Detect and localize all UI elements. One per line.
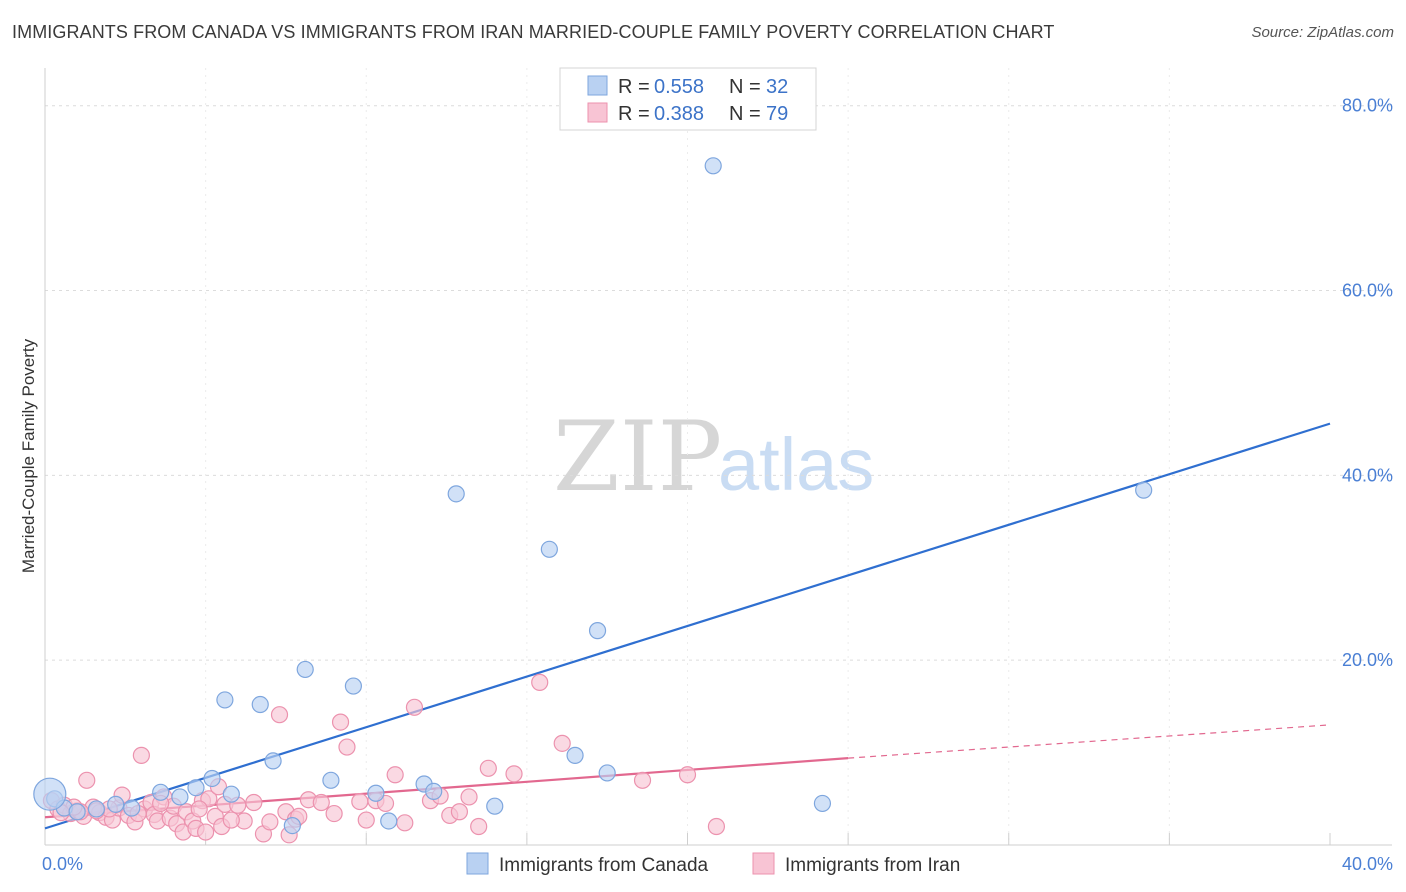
iran-point	[270, 706, 289, 724]
bottom-legend: Immigrants from Canada Immigrants from I…	[466, 852, 960, 876]
canada-point	[264, 752, 282, 770]
legend-iran-r-value: 0.388	[654, 103, 704, 125]
data-points	[33, 157, 1153, 844]
legend-iran-n-label: N =	[729, 103, 761, 125]
iran-point	[190, 800, 208, 818]
iran-point	[357, 811, 375, 829]
y-tick-label: 60.0%	[1342, 281, 1393, 301]
canada-point	[588, 622, 607, 640]
iran-point	[505, 765, 523, 783]
y-tick-label: 40.0%	[1342, 465, 1393, 485]
canada-point	[171, 788, 189, 806]
canada-point	[344, 677, 362, 695]
iran-point	[331, 713, 350, 731]
iran-point	[261, 813, 279, 831]
canada-point	[566, 746, 584, 764]
canada-point	[87, 800, 106, 818]
canada-point	[447, 485, 465, 503]
legend-iran-n-value: 79	[766, 103, 788, 125]
canada-point	[367, 784, 385, 802]
iran-point	[386, 766, 404, 784]
canada-point	[598, 764, 616, 782]
source-credit: Source: ZipAtlas.com	[1251, 24, 1394, 41]
iran-point	[633, 771, 652, 789]
iran-point	[312, 793, 330, 812]
canada-point	[251, 695, 269, 714]
iran-point	[553, 734, 571, 752]
iran-point	[531, 673, 549, 691]
x-tick-label-max: 40.0%	[1342, 854, 1393, 874]
legend-canada-swatch	[587, 75, 608, 96]
canada-point	[1135, 481, 1153, 499]
canada-point	[813, 794, 832, 813]
legend-canada-n-label: N =	[729, 76, 761, 98]
y-tick-label: 80.0%	[1342, 96, 1393, 116]
iran-point	[245, 793, 263, 812]
watermark-zip: ZIP	[553, 401, 722, 513]
canada-point	[486, 797, 504, 815]
iran-point	[707, 817, 726, 836]
legend-box: R = 0.558 N = 32 R = 0.388 N = 79	[559, 67, 817, 131]
iran-point	[460, 788, 478, 806]
canada-point	[203, 769, 221, 788]
x-tick-label-min: 0.0%	[42, 854, 83, 874]
iran-point	[678, 766, 697, 784]
iran-point	[325, 804, 343, 823]
y-axis-label: Married-Couple Family Poverty	[19, 338, 38, 573]
iran-point	[405, 698, 424, 716]
axes: 20.0% 40.0% 60.0% 80.0% 0.0% 40.0%	[42, 68, 1393, 874]
canada-point	[107, 795, 125, 813]
canada-point	[33, 777, 67, 811]
canada-point	[322, 771, 340, 789]
watermark-atlas: atlas	[718, 423, 874, 506]
canada-point	[152, 783, 170, 801]
bottom-legend-iran-label: Immigrants from Iran	[785, 855, 960, 876]
canada-point	[704, 157, 722, 175]
iran-point	[132, 746, 150, 764]
legend-canada-r-value: 0.558	[654, 76, 704, 98]
canada-point	[222, 785, 240, 803]
canada-point	[187, 779, 205, 797]
chart-title: IMMIGRANTS FROM CANADA VS IMMIGRANTS FRO…	[12, 22, 1055, 42]
iran-point	[78, 771, 96, 789]
iran-point	[396, 814, 414, 832]
iran-point	[222, 811, 240, 829]
iran-point	[470, 817, 488, 836]
iran-point	[479, 759, 497, 777]
canada-point	[540, 540, 558, 558]
iran-point	[338, 738, 356, 756]
canada-point	[123, 799, 141, 817]
legend-iran-swatch	[587, 102, 608, 123]
bottom-legend-canada-label: Immigrants from Canada	[499, 855, 709, 876]
canada-point	[283, 816, 301, 835]
iran-point	[197, 823, 215, 841]
canada-point	[296, 660, 314, 679]
iran-point	[351, 792, 369, 811]
canada-point	[216, 691, 234, 709]
canada-point	[68, 803, 86, 821]
iran-point	[450, 803, 469, 821]
legend-canada-n-value: 32	[766, 76, 788, 98]
iran-trend-line-extrapolated	[848, 724, 1331, 759]
canada-trend-line	[44, 422, 1331, 830]
y-tick-label: 20.0%	[1342, 650, 1393, 670]
legend-canada-r-label: R =	[618, 76, 650, 98]
canada-point	[425, 782, 443, 801]
legend-iran-r-label: R =	[618, 103, 650, 125]
canada-point	[380, 812, 398, 830]
bottom-legend-canada-swatch	[466, 852, 489, 875]
bottom-legend-iran-swatch	[752, 852, 775, 875]
